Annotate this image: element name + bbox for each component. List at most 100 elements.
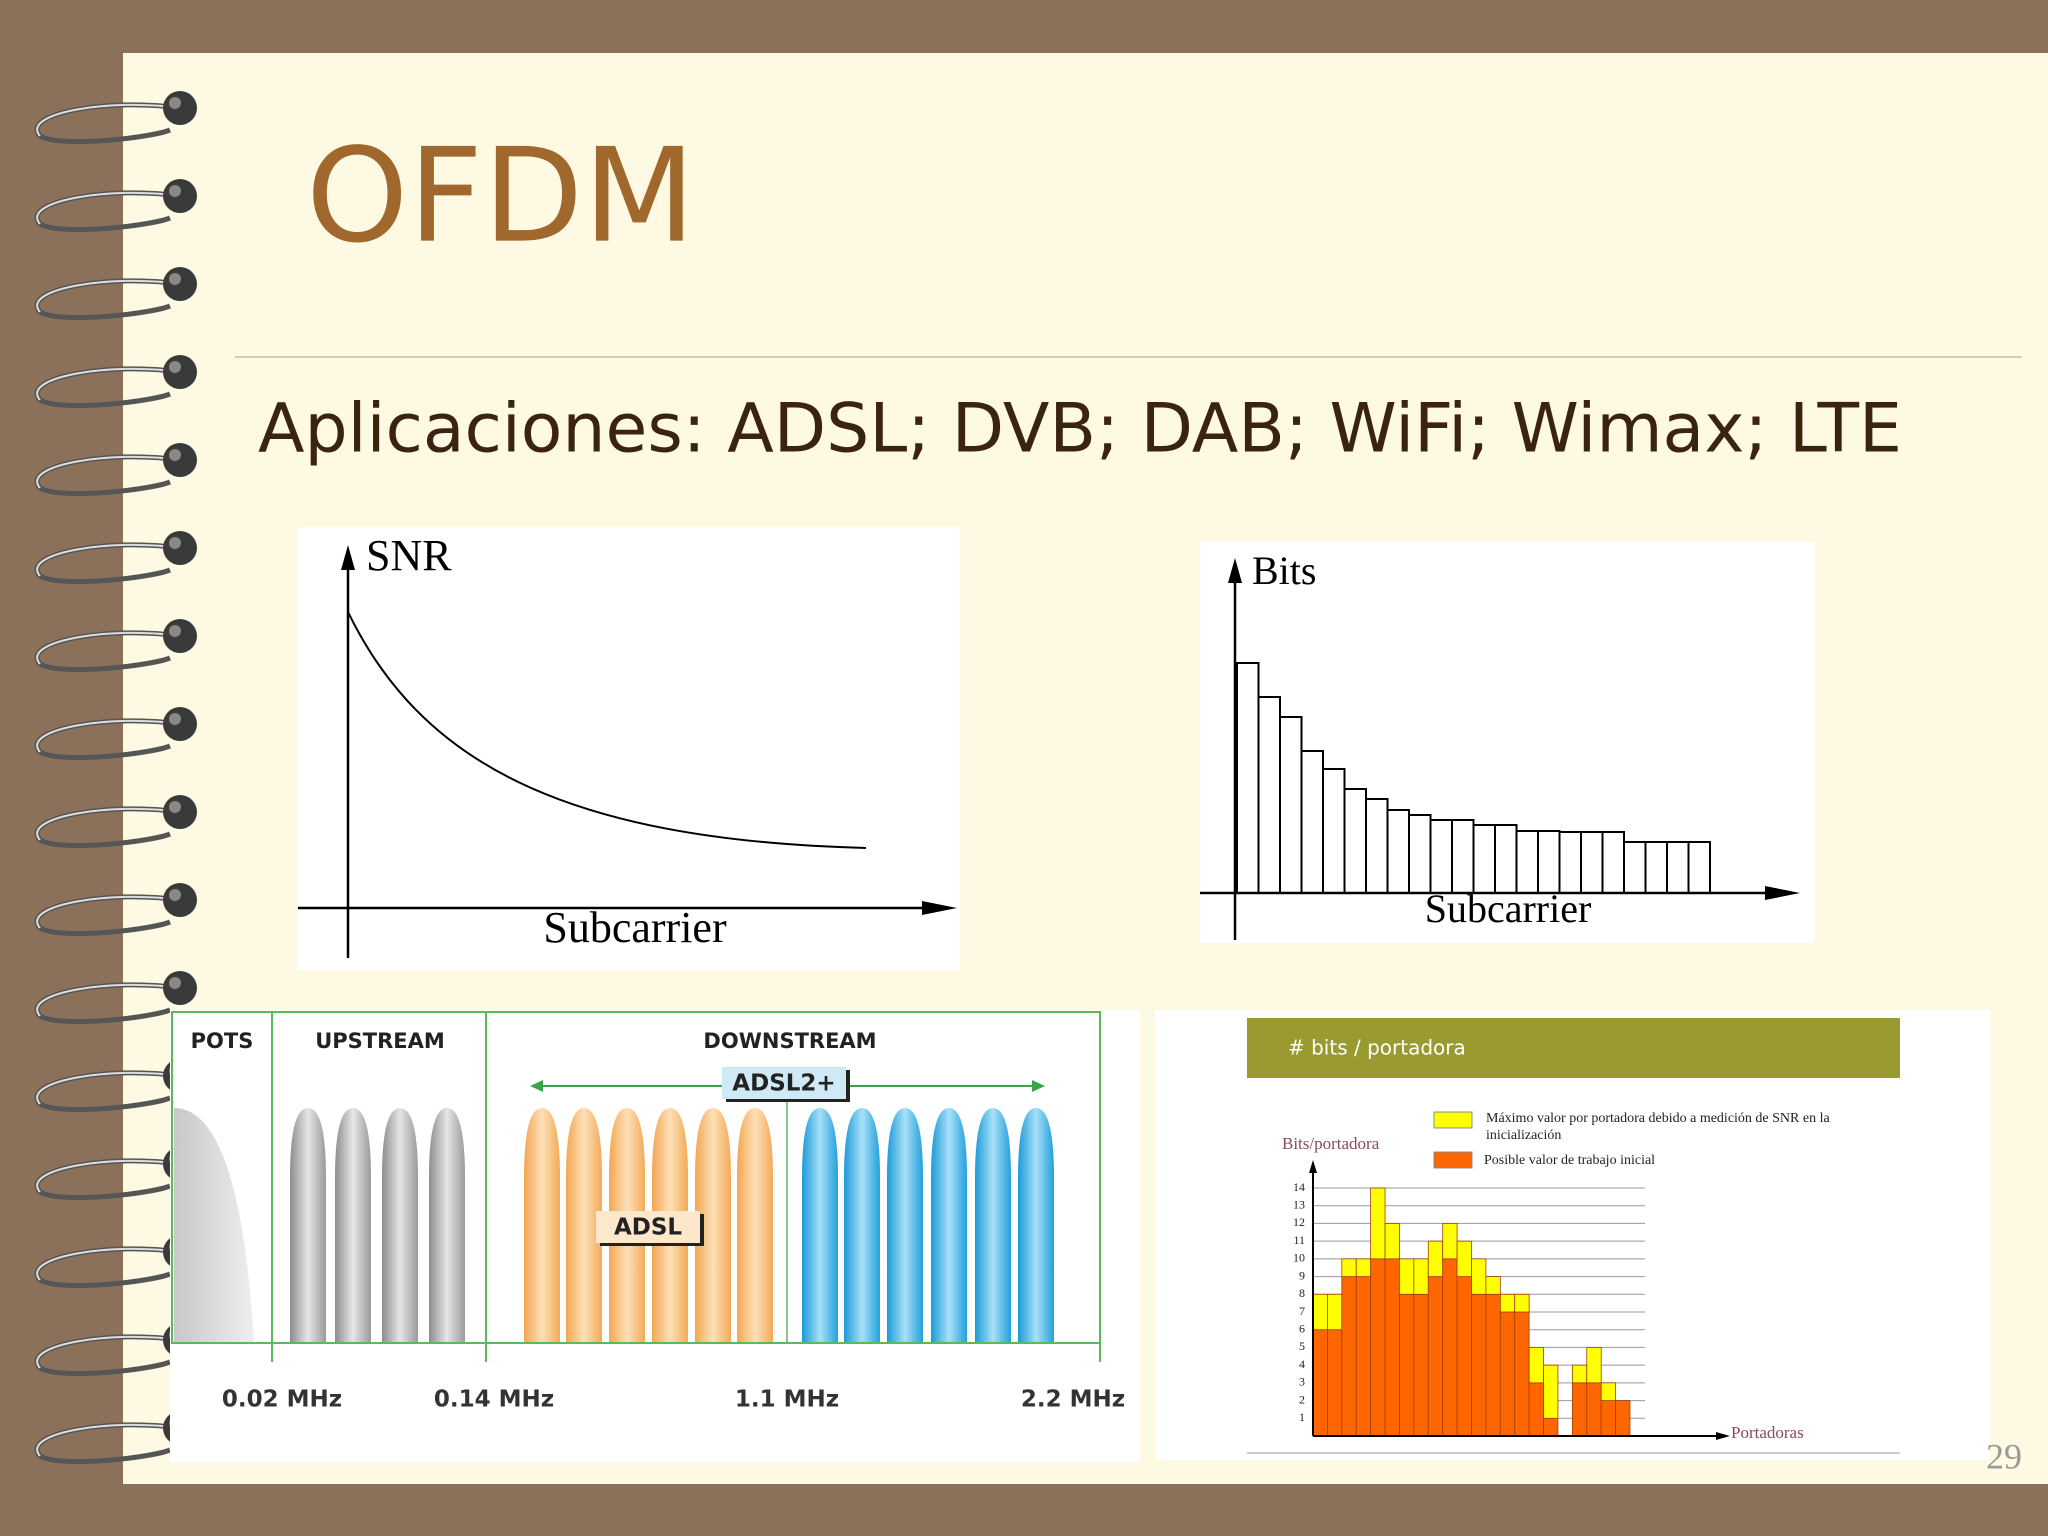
bar-segment <box>1471 1258 1487 1295</box>
legend-entry: Posible valor de trabajo inicial <box>1484 1153 1655 1168</box>
ring-highlight <box>36 983 181 1017</box>
frequency-label: 2.2 MHz <box>1021 1387 1125 1413</box>
subtitle: Aplicaciones: ADSL; DVB; DAB; WiFi; Wima… <box>258 390 1902 469</box>
bar-segment <box>1399 1293 1415 1437</box>
bar-segment <box>1427 1240 1444 1277</box>
ring-highlight <box>36 543 181 577</box>
bar-segment <box>1485 1293 1501 1437</box>
bar-segment <box>1442 1258 1458 1437</box>
bar-segment <box>1600 1382 1616 1401</box>
bits-y-label: Bits <box>1252 548 1316 593</box>
bar-segment <box>1571 1364 1588 1384</box>
ring-highlight <box>36 455 181 489</box>
arrow-head <box>1765 886 1800 900</box>
y-tick-label: 13 <box>1293 1197 1305 1211</box>
ring-highlight <box>36 1335 181 1369</box>
band-label: DOWNSTREAM <box>703 1029 876 1053</box>
y-tick-label: 11 <box>1293 1233 1305 1247</box>
y-tick-label: 12 <box>1293 1215 1305 1229</box>
ring-hole <box>163 619 197 653</box>
ring-highlight <box>36 1071 181 1105</box>
bar-segment <box>1586 1347 1602 1384</box>
ring-highlight <box>36 1159 181 1193</box>
x-axis-label: Portadoras <box>1731 1423 1804 1442</box>
ring-hole-shine <box>169 361 181 373</box>
chart-title: # bits / portadora <box>1288 1036 1466 1060</box>
lobe <box>887 1108 923 1343</box>
lobe <box>335 1108 371 1343</box>
ring-highlight <box>36 279 181 313</box>
bar-segment <box>1514 1311 1530 1437</box>
page-number: 29 <box>1986 1436 2022 1476</box>
bar-segment <box>1341 1276 1357 1437</box>
bar-segment <box>1312 1293 1328 1331</box>
lobe <box>975 1108 1011 1343</box>
bar-segment <box>1413 1258 1429 1295</box>
legend-swatch <box>1433 1111 1473 1129</box>
y-tick-label: 3 <box>1299 1375 1305 1389</box>
bar-segment <box>1384 1258 1400 1437</box>
lobe <box>931 1108 967 1343</box>
frequency-label: 1.1 MHz <box>735 1387 839 1413</box>
band-label: POTS <box>191 1029 254 1053</box>
bar-segment <box>1600 1400 1616 1437</box>
bar-segment <box>1370 1258 1386 1437</box>
ring-hole-shine <box>169 977 181 989</box>
arrow-head <box>1228 558 1242 583</box>
bar-segment <box>1485 1276 1501 1295</box>
bits-panel <box>1200 542 1815 943</box>
ring-hole <box>163 707 197 741</box>
lobe <box>1018 1108 1054 1343</box>
ring-highlight <box>36 1423 181 1457</box>
ring-hole-shine <box>169 801 181 813</box>
bar-segment <box>1571 1382 1588 1437</box>
arrow-head <box>922 901 957 915</box>
y-tick-label: 1 <box>1299 1410 1305 1424</box>
bar-segment <box>1543 1364 1559 1419</box>
pots-lobe <box>174 1108 254 1343</box>
legend-swatch <box>1433 1151 1473 1169</box>
ring-highlight <box>36 719 181 753</box>
arrow-head <box>341 545 355 570</box>
ring-hole-shine <box>169 97 181 109</box>
lobe <box>524 1108 560 1343</box>
ring-highlight <box>36 807 181 841</box>
bar-segment <box>1413 1293 1429 1437</box>
snr-y-label: SNR <box>366 531 452 580</box>
y-tick-label: 4 <box>1299 1357 1305 1371</box>
lobe <box>844 1108 880 1343</box>
lobe <box>802 1108 838 1343</box>
bar-segment <box>1442 1223 1458 1260</box>
ring-hole <box>163 971 197 1005</box>
ring-hole-shine <box>169 273 181 285</box>
bar-segment <box>1499 1293 1516 1313</box>
y-tick-label: 6 <box>1299 1321 1305 1335</box>
adsl-label: ADSL <box>614 1215 682 1241</box>
ring-hole <box>163 179 197 213</box>
ring-hole <box>163 795 197 829</box>
ring-hole <box>163 531 197 565</box>
bar-segment <box>1427 1276 1444 1437</box>
ring-highlight <box>36 367 181 401</box>
bar-segment <box>1327 1329 1343 1437</box>
lobe <box>290 1108 326 1343</box>
y-tick-label: 2 <box>1299 1392 1305 1406</box>
ring-highlight <box>36 1247 181 1281</box>
y-tick-label: 14 <box>1293 1180 1305 1194</box>
ring-hole <box>163 267 197 301</box>
bar-segment <box>1499 1311 1516 1437</box>
snr-x-label: Subcarrier <box>543 903 727 952</box>
y-tick-label: 8 <box>1299 1286 1305 1300</box>
arrow-head <box>1309 1160 1317 1173</box>
spectrum-lobes <box>174 1108 1054 1343</box>
bar-segment <box>1471 1293 1487 1437</box>
frequency-label: 0.14 MHz <box>434 1387 554 1413</box>
ring-hole-shine <box>169 889 181 901</box>
bar-segment <box>1399 1258 1415 1295</box>
bar-segment <box>1456 1276 1472 1437</box>
bar-segment <box>1456 1240 1472 1277</box>
ring-highlight <box>36 895 181 929</box>
arrow-head <box>1716 1432 1730 1440</box>
legend-entry: Máximo valor por portadora debido a medi… <box>1486 1111 1830 1143</box>
